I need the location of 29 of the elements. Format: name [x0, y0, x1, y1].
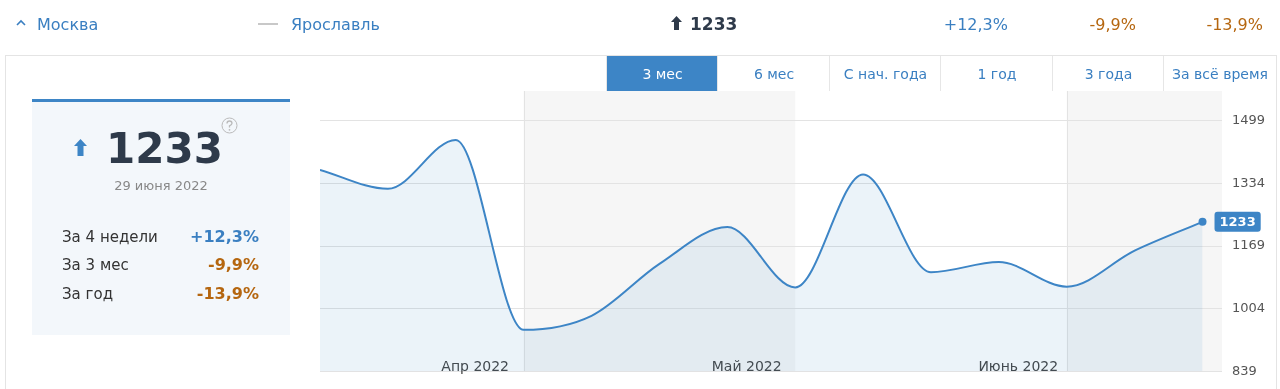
data-label: 1233: [1219, 214, 1256, 230]
text: Москва: [37, 15, 99, 34]
y-tick-label: 1004: [1231, 300, 1266, 316]
text: 3 мес: [606, 56, 718, 91]
text: -13,9%: [196, 284, 259, 303]
x-tick-label: Июнь 2022: [978, 358, 1059, 375]
y-tick-label: 1499: [1231, 112, 1266, 128]
y-tick-label: 1169: [1231, 237, 1266, 253]
text: С нач. года: [829, 56, 941, 91]
text: 1233: [690, 14, 738, 34]
text: За 4 недели: [62, 228, 158, 246]
text: +12,3%: [190, 227, 259, 246]
text: -13,9%: [1206, 15, 1263, 34]
text: 1233: [106, 124, 223, 173]
text: 6 мес: [717, 56, 830, 91]
x-tick-label: Май 2022: [711, 358, 782, 375]
text: 29 июня 2022: [113, 178, 209, 193]
text: 3 года: [1052, 56, 1164, 91]
text: Ярославль: [291, 15, 380, 34]
text: 1 год: [940, 56, 1053, 91]
text: -9,9%: [1089, 15, 1136, 34]
text: За всё время: [1163, 56, 1276, 91]
y-tick-label: 1334: [1231, 174, 1266, 190]
y-tick-label: 839: [1231, 362, 1257, 378]
x-tick-label: Апр 2022: [441, 358, 510, 375]
text: +12,3%: [943, 15, 1008, 34]
text: За 3 мес: [62, 256, 129, 274]
text: За год: [62, 285, 114, 303]
text: -9,9%: [207, 255, 259, 274]
